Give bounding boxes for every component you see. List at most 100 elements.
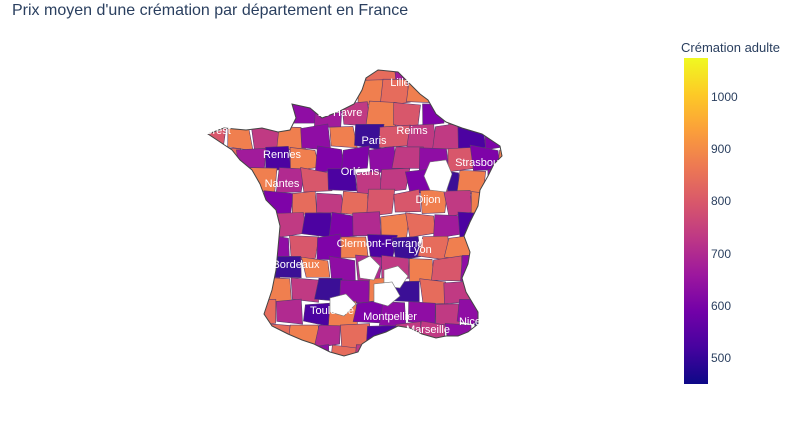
department-region[interactable]	[275, 167, 306, 194]
department-region[interactable]	[509, 256, 540, 282]
department-region[interactable]	[197, 79, 225, 107]
department-region[interactable]	[301, 256, 331, 278]
department-region[interactable]	[470, 236, 500, 261]
department-region[interactable]	[275, 298, 303, 325]
department-region[interactable]	[175, 168, 200, 192]
department-region[interactable]	[485, 299, 513, 327]
department-region[interactable]	[187, 190, 216, 217]
department-region[interactable]	[277, 79, 306, 105]
department-region[interactable]	[200, 166, 226, 195]
department-region[interactable]	[419, 278, 448, 305]
department-region[interactable]	[417, 61, 447, 85]
departments-layer[interactable]	[171, 57, 541, 371]
department-region[interactable]	[238, 324, 268, 347]
department-region[interactable]	[249, 211, 278, 240]
department-region[interactable]	[484, 79, 513, 108]
department-region[interactable]	[379, 167, 411, 193]
department-region[interactable]	[261, 103, 293, 129]
department-region[interactable]	[484, 125, 512, 151]
department-region[interactable]	[236, 62, 263, 83]
department-region[interactable]	[236, 233, 266, 259]
department-region[interactable]	[495, 58, 528, 85]
department-region[interactable]	[422, 103, 446, 126]
department-region[interactable]	[483, 347, 512, 370]
department-region[interactable]	[316, 192, 345, 214]
department-region[interactable]	[209, 235, 238, 262]
department-region[interactable]	[509, 343, 536, 370]
department-region[interactable]	[366, 188, 396, 217]
department-region[interactable]	[326, 82, 357, 103]
department-region[interactable]	[432, 122, 462, 150]
department-region[interactable]	[495, 103, 525, 127]
department-region[interactable]	[300, 79, 331, 106]
department-region[interactable]	[352, 211, 382, 237]
department-region[interactable]	[226, 213, 253, 237]
department-region[interactable]	[470, 277, 499, 305]
department-region[interactable]	[379, 78, 411, 107]
department-region[interactable]	[263, 61, 291, 85]
department-region[interactable]	[510, 301, 539, 326]
department-region[interactable]	[365, 325, 397, 346]
department-region[interactable]	[487, 169, 513, 192]
department-region[interactable]	[172, 299, 202, 326]
department-region[interactable]	[185, 234, 215, 259]
department-region[interactable]	[340, 59, 369, 84]
department-region[interactable]	[354, 344, 384, 368]
department-region[interactable]	[197, 210, 228, 235]
department-region[interactable]	[460, 254, 489, 282]
department-region[interactable]	[432, 345, 461, 370]
department-region[interactable]	[329, 344, 357, 369]
department-region[interactable]	[470, 191, 501, 217]
department-region[interactable]	[495, 277, 524, 301]
department-region[interactable]	[213, 320, 240, 348]
department-region[interactable]	[200, 299, 228, 327]
department-region[interactable]	[510, 211, 536, 239]
department-region[interactable]	[274, 344, 305, 371]
department-region[interactable]	[469, 59, 500, 84]
department-region[interactable]	[290, 277, 319, 303]
department-region[interactable]	[378, 343, 409, 368]
department-region[interactable]	[444, 101, 474, 126]
department-region[interactable]	[198, 259, 228, 283]
department-region[interactable]	[329, 126, 358, 149]
department-region[interactable]	[236, 104, 266, 128]
department-region[interactable]	[250, 122, 281, 151]
department-region[interactable]	[433, 214, 463, 239]
department-region[interactable]	[459, 345, 484, 371]
department-region[interactable]	[314, 145, 345, 173]
department-region[interactable]	[224, 302, 254, 323]
department-region[interactable]	[303, 344, 330, 369]
department-region[interactable]	[209, 278, 240, 304]
department-region[interactable]	[328, 255, 356, 282]
department-region[interactable]	[393, 188, 422, 213]
department-region[interactable]	[222, 347, 251, 369]
department-region[interactable]	[236, 188, 265, 214]
department-region[interactable]	[446, 61, 474, 84]
department-region[interactable]	[472, 104, 500, 125]
department-region[interactable]	[224, 81, 254, 107]
department-region[interactable]	[431, 79, 461, 105]
department-region[interactable]	[290, 59, 319, 85]
department-region[interactable]	[497, 233, 527, 260]
department-region[interactable]	[510, 126, 541, 147]
department-region[interactable]	[314, 61, 345, 84]
department-region[interactable]	[431, 255, 463, 282]
department-region[interactable]	[340, 323, 371, 350]
department-region[interactable]	[222, 255, 253, 282]
department-region[interactable]	[495, 191, 527, 215]
department-region[interactable]	[300, 123, 332, 151]
department-region[interactable]	[249, 79, 279, 107]
department-region[interactable]	[171, 344, 202, 367]
department-region[interactable]	[499, 321, 527, 346]
department-region[interactable]	[263, 323, 291, 346]
department-region[interactable]	[171, 214, 201, 238]
department-region[interactable]	[223, 168, 252, 193]
department-region[interactable]	[197, 346, 227, 369]
department-region[interactable]	[300, 167, 333, 193]
department-region[interactable]	[291, 190, 318, 216]
department-region[interactable]	[289, 235, 320, 262]
department-region[interactable]	[184, 323, 216, 349]
department-region[interactable]	[172, 124, 202, 149]
department-region[interactable]	[391, 146, 424, 169]
department-region[interactable]	[408, 345, 437, 366]
